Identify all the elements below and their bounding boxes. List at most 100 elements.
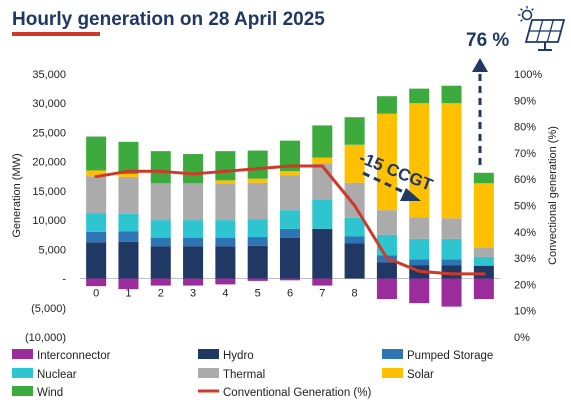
bar-thermal xyxy=(376,210,397,235)
legend-label: Conventional Generation (%) xyxy=(223,387,371,399)
bar-interconnector xyxy=(312,278,333,286)
bar-solar xyxy=(409,103,430,218)
x-tick-label: 0 xyxy=(93,288,99,300)
bar-hydro xyxy=(312,228,333,279)
line-point xyxy=(449,272,454,276)
legend-label: Interconnector xyxy=(37,350,111,362)
bar-solar xyxy=(312,157,333,164)
y-tick-label: (10,000) xyxy=(25,332,66,344)
y2-tick-label: 100% xyxy=(514,69,542,81)
legend-swatch xyxy=(382,349,403,359)
y2-tick-label: 70% xyxy=(514,148,536,160)
bar-nuclear xyxy=(247,219,268,238)
bar-thermal xyxy=(247,182,268,220)
bar-wind xyxy=(473,172,494,184)
bar-hydro xyxy=(473,265,494,279)
bar-thermal xyxy=(312,163,333,200)
bar-solar xyxy=(279,171,301,176)
bar-hydro xyxy=(118,241,139,279)
bar-nuclear xyxy=(183,220,204,238)
x-tick-label: 2 xyxy=(158,288,164,300)
x-tick-label: 7 xyxy=(319,288,325,300)
bar-nuclear xyxy=(409,238,430,260)
legend-swatch xyxy=(198,368,219,378)
bar-thermal xyxy=(86,176,107,214)
legend-label: Hydro xyxy=(223,350,254,362)
line-point xyxy=(159,169,163,173)
bar-interconnector xyxy=(183,278,204,286)
bar-thermal xyxy=(441,218,462,239)
bar-interconnector xyxy=(118,278,139,290)
x-tick-label: 6 xyxy=(287,288,293,300)
bar-hydro xyxy=(183,246,204,279)
y-tick-label: 30,000 xyxy=(32,98,66,110)
x-tick-label: 4 xyxy=(222,288,228,300)
y2-tick-label: 20% xyxy=(514,279,536,291)
bar-hydro xyxy=(215,246,236,279)
bar-interconnector xyxy=(376,278,397,300)
bar-nuclear xyxy=(86,213,107,232)
bar-wind xyxy=(86,136,107,171)
line-point xyxy=(320,164,324,168)
line-point xyxy=(126,169,131,173)
line-point xyxy=(223,169,227,173)
line-point xyxy=(353,203,357,208)
bar-pumped-storage xyxy=(279,228,301,238)
y2-tick-label: 80% xyxy=(514,122,536,134)
line-point xyxy=(288,164,292,168)
bar-hydro xyxy=(86,242,107,279)
y-tick-label: 35,000 xyxy=(32,69,66,81)
title-underline xyxy=(12,32,100,36)
line-group xyxy=(94,164,486,276)
legend-label: Solar xyxy=(407,369,434,381)
bar-wind xyxy=(344,117,365,145)
bar-solar xyxy=(118,173,139,177)
x-tick-label: 3 xyxy=(190,288,196,300)
bar-wind xyxy=(376,96,397,114)
bar-nuclear xyxy=(279,210,301,229)
y2-tick-label: 40% xyxy=(514,227,536,239)
bar-wind xyxy=(247,150,268,179)
bar-interconnector xyxy=(473,278,494,300)
pct-annotation: 76 % xyxy=(466,30,509,51)
y2-axis-title: Convectional generation (%) xyxy=(547,126,559,265)
x-tick-label: 5 xyxy=(255,288,261,300)
legend-label: Thermal xyxy=(223,369,265,381)
legend-swatch xyxy=(12,368,33,378)
bar-nuclear xyxy=(215,220,236,238)
bar-wind xyxy=(441,85,462,104)
bar-solar xyxy=(344,144,365,183)
bar-thermal xyxy=(344,182,365,218)
legend-swatch xyxy=(382,368,403,378)
legend-swatch xyxy=(12,349,33,359)
x-tick-label: 1 xyxy=(125,288,131,300)
bar-pumped-storage xyxy=(183,237,204,247)
bar-solar xyxy=(441,103,462,219)
bar-wind xyxy=(279,140,301,172)
bar-thermal xyxy=(150,183,171,221)
bar-wind xyxy=(312,125,333,158)
bar-nuclear xyxy=(344,217,365,237)
bar-interconnector xyxy=(409,278,430,304)
bar-nuclear xyxy=(312,199,333,229)
line-point xyxy=(191,172,195,176)
bar-solar xyxy=(247,178,268,183)
down-arrow-shaft xyxy=(362,171,411,197)
bar-pumped-storage xyxy=(409,259,430,266)
y-tick-label: 25,000 xyxy=(32,127,66,139)
y-tick-label: 20,000 xyxy=(32,157,66,169)
bar-nuclear xyxy=(150,220,171,238)
bar-nuclear xyxy=(473,256,494,266)
y2-tick-label: 50% xyxy=(514,201,536,213)
bar-wind xyxy=(215,151,236,181)
bar-pumped-storage xyxy=(441,259,462,266)
legend-group: Interconnector Hydro Pumped Storage Nuclear… xyxy=(12,349,493,399)
bar-interconnector xyxy=(279,278,301,281)
bar-nuclear xyxy=(441,238,462,260)
bar-solar xyxy=(473,183,494,248)
bar-solar xyxy=(215,180,236,184)
bar-wind xyxy=(150,151,171,184)
bar-thermal xyxy=(183,183,204,221)
legend-swatch xyxy=(198,349,219,359)
